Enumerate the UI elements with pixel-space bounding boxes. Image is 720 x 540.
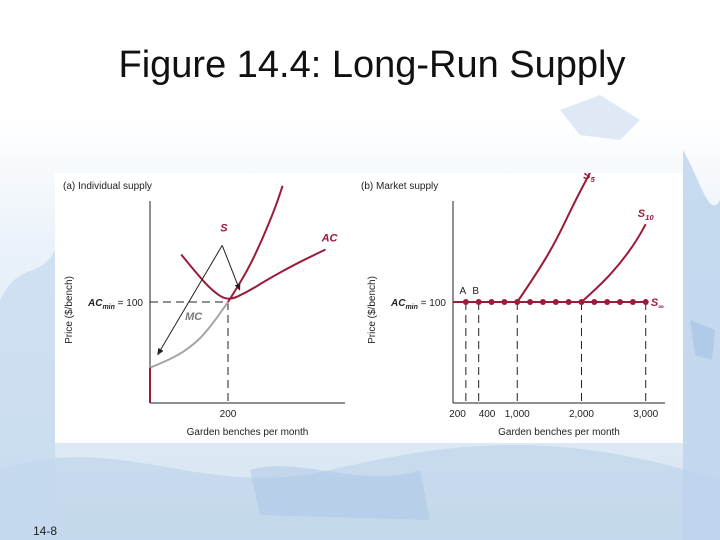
panel-b-point-label-a: A	[460, 286, 467, 297]
panel-a-curve-label-ac: AC	[321, 232, 339, 244]
panel-a-title: (a) Individual supply	[63, 181, 152, 192]
panel-b-supply-dot	[501, 299, 508, 305]
panel-b-supply-dot	[578, 299, 585, 305]
panel-b-supply-dot	[462, 299, 469, 305]
figure-chart-svg: (a) Individual supply Garden benches per …	[63, 173, 665, 438]
panel-b-supply-dot	[629, 299, 636, 305]
panel-b-x-tick-label: 2,000	[569, 409, 594, 420]
panel-b-supply-dot	[527, 299, 534, 305]
panel-a-x-label: Garden benches per month	[187, 427, 309, 438]
panel-b-supply-dot	[591, 299, 598, 305]
panel-b-supply-dot	[552, 299, 559, 305]
panel-a-series-s	[227, 185, 284, 303]
panel-b-supply-dot	[514, 299, 521, 305]
panel-b-series-s5	[516, 173, 592, 303]
panel-b-supply-dot	[565, 299, 572, 305]
panel-b-supply-dot	[642, 299, 649, 305]
panel-b-x-tick-label: 200	[449, 409, 466, 420]
panel-a-arrow	[157, 245, 223, 356]
panel-b-y-tick-label: ACmin = 100	[390, 298, 446, 311]
panel-a-curve-label-mc: MC	[185, 311, 203, 323]
panel-b-supply-dot	[617, 299, 624, 305]
panel-b-series-s10	[580, 223, 647, 303]
panel-a-series-mc	[149, 301, 229, 369]
panel-b-x-label: Garden benches per month	[498, 427, 620, 438]
panel-a-y-tick-label: ACmin = 100	[87, 298, 143, 311]
panel-b-title: (b) Market supply	[361, 181, 438, 192]
panel-b-supply-dot	[475, 299, 482, 305]
panel-b-x-tick-label: 1,000	[505, 409, 530, 420]
panel-b-y-label: Price ($/bench)	[367, 276, 378, 344]
panel-a-curve-label-s: S	[220, 222, 228, 234]
panel-a-y-label: Price ($/bench)	[64, 276, 75, 344]
panel-b-supply-dot	[488, 299, 495, 305]
panel-a-x-tick-label: 200	[220, 409, 237, 420]
panel-b-series-label-2: S∞	[651, 297, 664, 311]
panel-b-x-tick-label: 400	[479, 409, 496, 420]
panel-b-supply-dot	[604, 299, 611, 305]
figure-panel: (a) Individual supply Garden benches per …	[55, 173, 683, 443]
panel-b-series-label-1: S10	[638, 208, 655, 222]
panel-b-series-label-0: S5	[583, 173, 595, 184]
panel-b-supply-dot	[539, 299, 546, 305]
slide-title: Figure 14.4: Long-Run Supply	[118, 44, 626, 86]
slide-number: 14-8	[33, 524, 58, 538]
panel-b-x-tick-label: 3,000	[633, 409, 658, 420]
panel-a-arrow	[221, 245, 241, 291]
panel-a-series-ac	[180, 248, 326, 300]
panel-b-point-label-b: B	[472, 286, 479, 297]
